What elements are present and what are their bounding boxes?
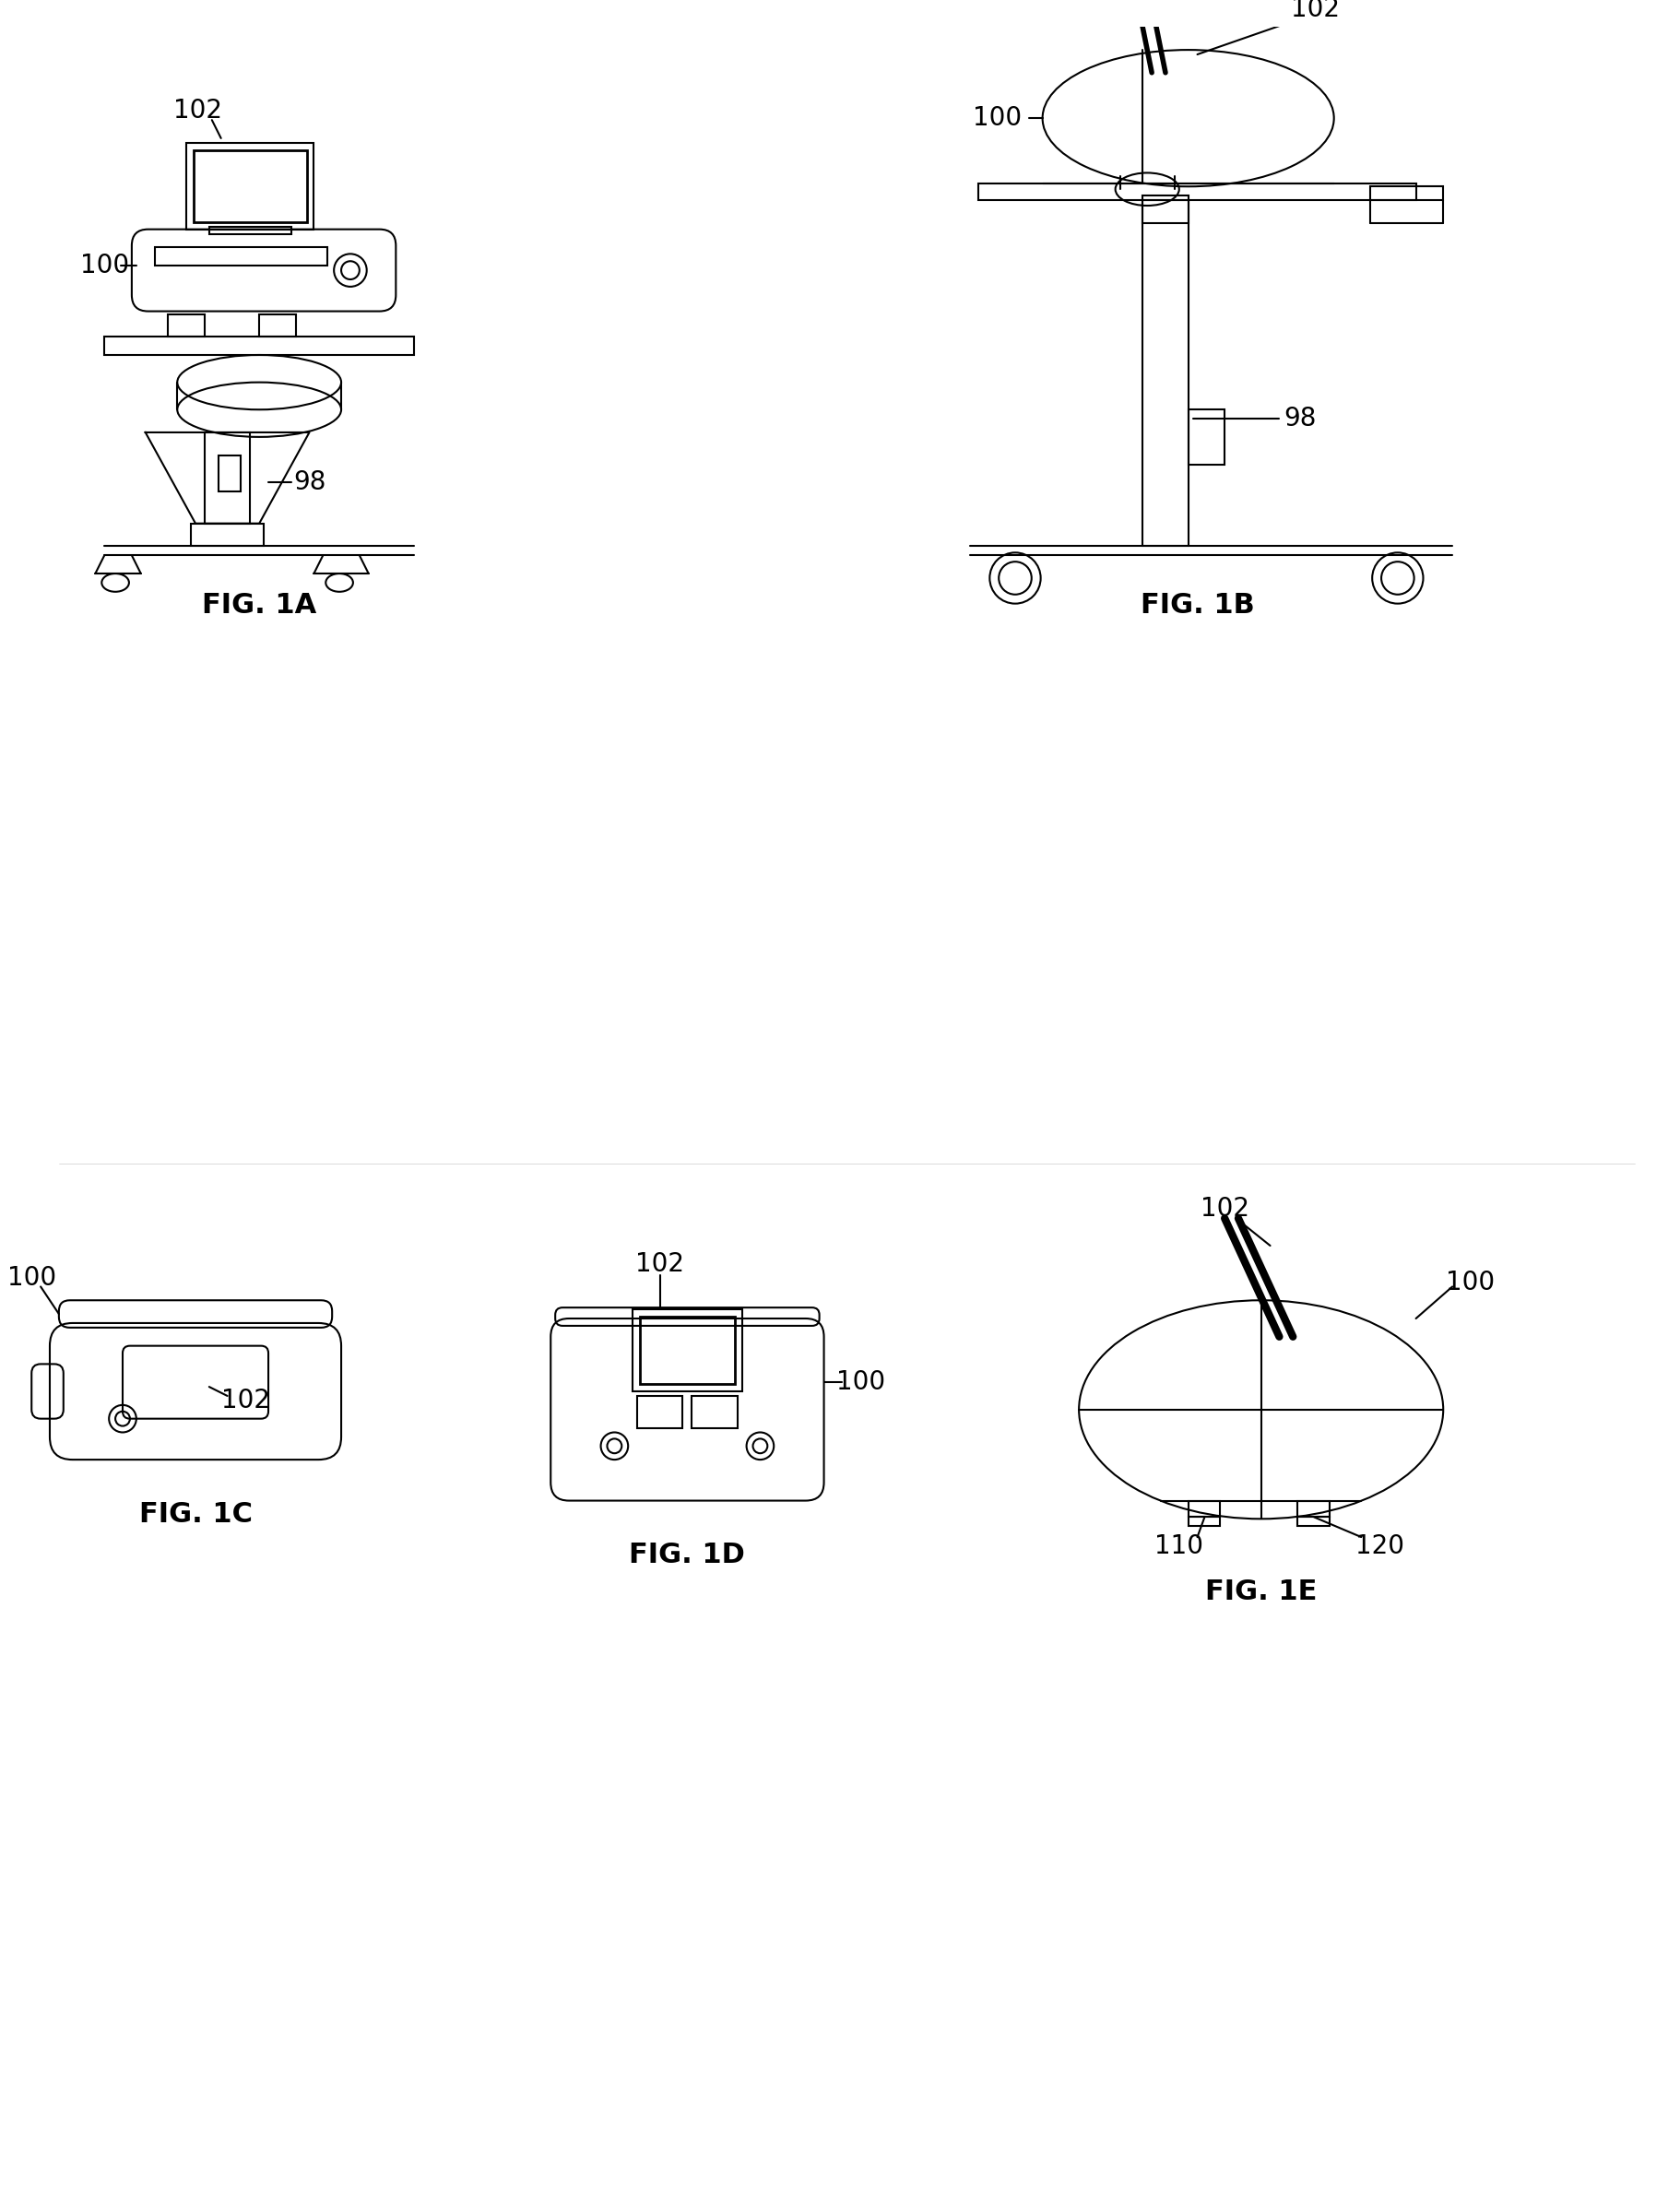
Text: 100: 100 <box>973 106 1021 130</box>
Text: 100: 100 <box>1446 1269 1495 1296</box>
Bar <box>1142 201 1188 546</box>
Bar <box>633 1309 743 1391</box>
Bar <box>104 336 413 356</box>
Text: 102: 102 <box>1292 0 1341 22</box>
Bar <box>208 226 291 234</box>
Text: 110: 110 <box>1154 1532 1203 1559</box>
Text: FIG. 1C: FIG. 1C <box>139 1501 252 1528</box>
Text: 102: 102 <box>173 97 223 124</box>
Text: 98: 98 <box>1284 407 1317 431</box>
Bar <box>192 524 264 546</box>
Text: 102: 102 <box>222 1389 270 1413</box>
Text: FIG. 1D: FIG. 1D <box>630 1541 746 1568</box>
Bar <box>1188 1501 1220 1517</box>
Text: FIG. 1E: FIG. 1E <box>1205 1579 1317 1605</box>
Bar <box>637 1395 682 1428</box>
Bar <box>186 144 314 230</box>
Bar <box>1142 195 1188 223</box>
Text: 100: 100 <box>81 252 129 279</box>
Bar <box>155 248 328 265</box>
Text: 98: 98 <box>294 469 326 495</box>
Bar <box>1297 1517 1329 1526</box>
Bar <box>168 314 205 336</box>
Bar <box>1188 1517 1220 1526</box>
Bar <box>193 150 307 221</box>
Bar <box>640 1318 734 1384</box>
Text: FIG. 1A: FIG. 1A <box>202 593 316 619</box>
Bar <box>205 433 250 524</box>
Text: FIG. 1B: FIG. 1B <box>1141 593 1255 619</box>
Bar <box>979 184 1416 201</box>
Bar <box>259 314 296 336</box>
Text: 100: 100 <box>7 1265 55 1291</box>
Bar <box>692 1395 738 1428</box>
Text: 100: 100 <box>837 1369 885 1395</box>
Text: 120: 120 <box>1356 1532 1404 1559</box>
Bar <box>1188 409 1225 464</box>
Bar <box>1297 1501 1329 1517</box>
Text: 102: 102 <box>1200 1196 1250 1223</box>
Bar <box>1371 186 1443 201</box>
Text: 102: 102 <box>635 1251 684 1276</box>
Bar <box>218 455 240 491</box>
